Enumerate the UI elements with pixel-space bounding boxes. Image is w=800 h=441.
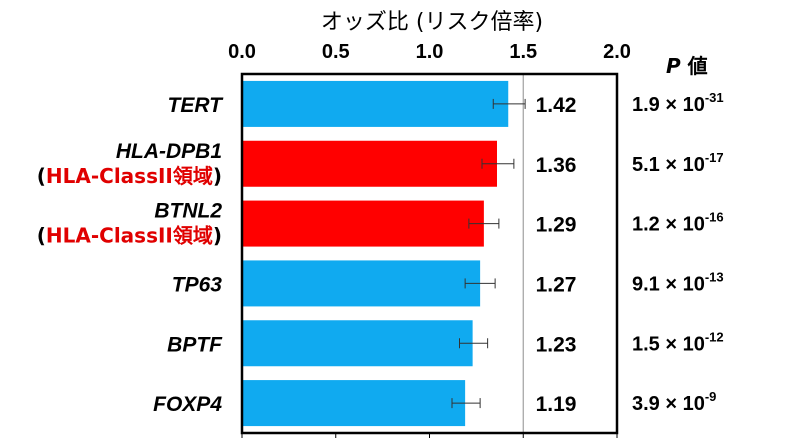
region-label: (HLA-ClassII領域) <box>37 164 222 188</box>
x-tick-label: 2.0 <box>603 41 631 63</box>
data-label: 1.36 <box>536 154 577 177</box>
p-value: 1.2 × 10-16 <box>632 210 724 236</box>
data-label: 1.29 <box>536 214 577 237</box>
bar-tp63 <box>242 260 481 307</box>
p-value: 1.5 × 10-12 <box>632 329 724 355</box>
x-tick-label: 0.0 <box>228 41 256 63</box>
gene-label: TP63 <box>172 273 223 296</box>
gene-label: TERT <box>168 94 225 117</box>
gene-label: HLA-DPB1 <box>116 140 222 163</box>
data-label: 1.27 <box>536 273 577 296</box>
bar-hla-dpb1 <box>242 140 497 187</box>
p-value: 5.1 × 10-17 <box>632 150 724 176</box>
p-value: 3.9 × 10-9 <box>632 389 716 415</box>
data-label: 1.19 <box>536 393 577 416</box>
bar-btnl2 <box>242 200 484 247</box>
bar-bptf <box>242 320 473 367</box>
plot-frame <box>240 72 619 435</box>
data-label: 1.42 <box>536 94 577 117</box>
x-tick-label: 0.5 <box>322 41 350 63</box>
gene-label: FOXP4 <box>153 393 222 416</box>
region-label: (HLA-ClassII領域) <box>37 224 222 248</box>
x-tick-label: 1.5 <box>509 41 537 63</box>
p-value: 1.9 × 10-31 <box>632 90 724 116</box>
bar-foxp4 <box>242 380 466 427</box>
gene-label: BTNL2 <box>154 200 222 223</box>
p-letter: P <box>666 54 681 78</box>
bar-tert <box>242 80 509 127</box>
p-header-text: 値 <box>687 54 708 78</box>
chart-title: オッズ比 (リスク倍率) <box>320 10 544 35</box>
x-tick-label: 1.0 <box>416 41 444 63</box>
p-value: 9.1 × 10-13 <box>632 269 724 295</box>
gene-label: BPTF <box>167 333 223 356</box>
p-value-header: P 値 <box>666 50 708 79</box>
data-label: 1.23 <box>536 333 577 356</box>
